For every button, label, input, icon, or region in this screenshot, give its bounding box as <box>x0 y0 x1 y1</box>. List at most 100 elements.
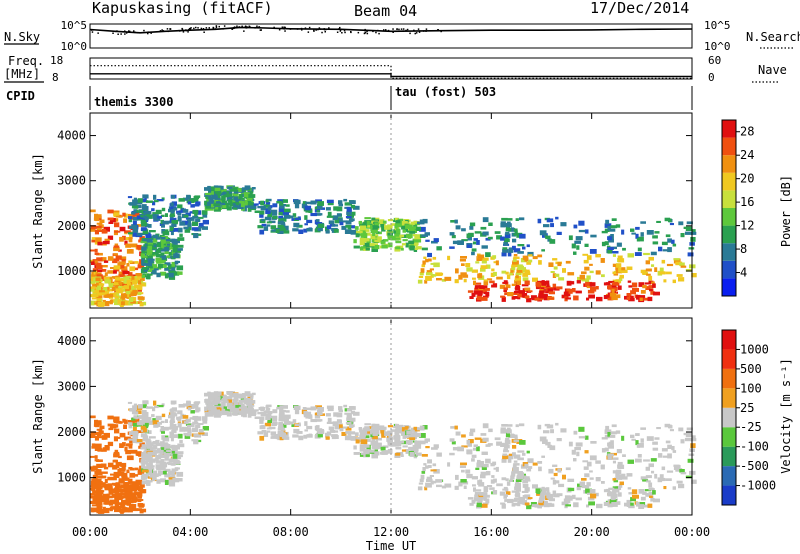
colorbar-swatch <box>722 243 736 261</box>
velocity-echo-cell <box>476 462 483 468</box>
power-echo-cell <box>158 263 163 269</box>
velocity-echo-cell <box>475 467 480 470</box>
velocity-echo-cell <box>90 495 95 499</box>
power-echo-cell <box>211 203 215 208</box>
velocity-echo-cell <box>609 499 617 504</box>
power-echo-cell <box>132 228 139 233</box>
velocity-echo-cell <box>305 407 312 411</box>
velocity-echo-cell <box>575 497 582 501</box>
x-tick-label: 12:00 <box>373 525 409 539</box>
velocity-echo-cell <box>171 468 176 474</box>
velocity-echo-cell <box>678 483 685 489</box>
velocity-echo-cell <box>177 433 183 439</box>
velocity-echo-cell <box>97 492 102 497</box>
power-echo-cell <box>595 254 601 258</box>
power-echo-cell <box>532 277 538 282</box>
power-echo-cell <box>138 239 143 243</box>
power-echo-cell <box>214 192 218 196</box>
power-echo-cell <box>501 297 506 302</box>
velocity-echo-cell <box>568 487 575 492</box>
velocity-echo-cell <box>350 410 356 415</box>
power-echo-cell <box>260 200 264 206</box>
velocity-echo-cell <box>360 439 368 445</box>
power-echo-cell <box>221 192 227 195</box>
velocity-echo-cell <box>503 486 508 491</box>
nsky-noise-dot <box>215 26 218 28</box>
velocity-echo-cell <box>216 391 222 395</box>
velocity-echo-cell <box>107 476 114 481</box>
velocity-echo-cell <box>214 404 218 409</box>
power-echo-cell <box>519 233 526 239</box>
velocity-echo-cell <box>589 470 593 473</box>
colorbar-swatch <box>722 466 736 486</box>
velocity-echo-cell <box>432 463 437 467</box>
velocity-echo-cell <box>387 448 393 454</box>
power-echo-cell <box>132 279 138 285</box>
velocity-echo-cell <box>127 401 133 404</box>
velocity-echo-cell <box>600 464 605 470</box>
power-echo-cell <box>558 277 565 281</box>
velocity-echo-cell <box>146 480 153 483</box>
power-echo-cell <box>604 228 610 232</box>
velocity-echo-cell <box>259 435 265 441</box>
power-echo-cell <box>204 200 208 206</box>
power-echo-cell <box>187 218 192 221</box>
power-echo-cell <box>373 226 380 229</box>
velocity-echo-cell <box>618 464 625 469</box>
power-echo-cell <box>102 240 110 245</box>
velocity-echo-cell <box>136 451 142 456</box>
power-echo-cell <box>419 219 425 225</box>
power-echo-cell <box>119 226 126 232</box>
velocity-echo-cell <box>109 483 113 488</box>
power-echo-cell <box>101 243 107 246</box>
power-echo-cell <box>471 269 478 273</box>
power-echo-cell <box>353 205 360 210</box>
velocity-echo-cell <box>173 434 179 438</box>
power-echo-cell <box>666 263 674 267</box>
velocity-echo-cell <box>132 434 139 439</box>
velocity-echo-cell <box>276 406 282 410</box>
power-echo-cell <box>604 223 612 228</box>
power-echo-cell <box>117 286 123 289</box>
velocity-echo-cell <box>473 444 478 448</box>
power-echo-cell <box>124 230 131 234</box>
power-echo-cell <box>169 227 173 232</box>
power-echo-cell <box>419 226 426 232</box>
velocity-echo-cell <box>280 426 284 431</box>
velocity-echo-cell <box>636 444 641 448</box>
velocity-echo-cell <box>107 462 114 468</box>
power-echo-cell <box>350 229 356 235</box>
velocity-echo-cell <box>630 502 634 506</box>
power-echo-cell <box>90 288 95 292</box>
power-echo-cell <box>640 221 646 224</box>
velocity-echo-cell <box>346 412 352 418</box>
power-echo-cell <box>507 252 512 257</box>
velocity-echo-cell <box>263 432 269 437</box>
power-echo-cell <box>635 233 639 239</box>
nsky-noise-dot <box>425 30 427 32</box>
velocity-echo-cell <box>306 425 313 430</box>
velocity-echo-cell <box>543 430 550 434</box>
velocity-echo-cell <box>118 478 124 483</box>
power-echo-cell <box>545 235 551 240</box>
power-echo-cell <box>615 224 621 228</box>
velocity-echo-cell <box>469 502 474 506</box>
velocity-echo-cell <box>160 420 165 424</box>
velocity-echo-cell <box>92 474 98 479</box>
power-echo-cell <box>116 282 123 286</box>
velocity-echo-cell <box>113 477 117 481</box>
velocity-echo-cell <box>90 480 96 486</box>
power-echo-cell <box>416 226 421 231</box>
nsky-noise-dot <box>200 27 203 30</box>
power-echo-cell <box>615 265 620 271</box>
power-echo-cell <box>450 220 457 223</box>
power-echo-cell <box>462 274 469 278</box>
power-echo-cell <box>628 285 633 288</box>
velocity-echo-cell <box>420 474 425 480</box>
power-echo-cell <box>164 239 171 242</box>
velocity-echo-cell <box>382 426 387 430</box>
velocity-echo-cell <box>233 395 239 400</box>
power-echo-cell <box>482 295 489 298</box>
power-echo-cell <box>155 236 162 240</box>
velocity-echo-cell <box>665 478 672 481</box>
